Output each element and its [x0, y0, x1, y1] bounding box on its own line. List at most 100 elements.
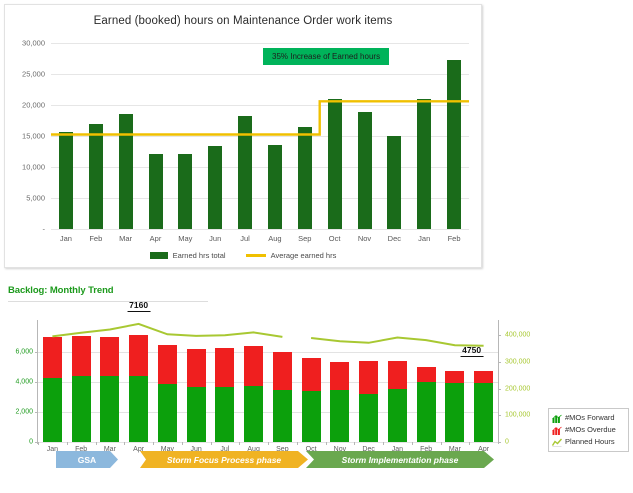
- bar-segment-mos-forward: [215, 386, 235, 442]
- gridline: 15,000: [22, 132, 469, 141]
- gridline: 30,000: [22, 39, 469, 48]
- stacked-bar: [387, 360, 407, 442]
- bar-segment-mos-overdue: [186, 349, 206, 387]
- bar-segment-mos-forward: [387, 389, 407, 442]
- data-callout-latest: 4750: [460, 345, 484, 357]
- bar: [387, 136, 402, 229]
- x-axis-tick: [95, 442, 97, 445]
- bar-segment-mos-overdue: [215, 348, 235, 387]
- page-title: Earned (booked) hours on Maintenance Ord…: [93, 15, 393, 27]
- bar: [238, 115, 253, 229]
- y-axis-left-tick-label: 2,000: [15, 408, 33, 416]
- bar-segment-mos-overdue: [129, 334, 149, 376]
- legend-item-average-earned-hrs[interactable]: Average earned hrs: [245, 251, 337, 260]
- bar-segment-mos-overdue: [157, 345, 177, 384]
- bar-segment-mos-overdue: [71, 336, 91, 376]
- x-axis-tick-label: Mar: [448, 446, 461, 453]
- gridline: [38, 412, 498, 413]
- x-axis-tick-label: Jun: [190, 446, 202, 453]
- bar-segment-mos-forward: [129, 375, 149, 442]
- x-axis-tick-label: Jan: [418, 234, 431, 243]
- phase-chevron-storm-implementation[interactable]: Storm Implementation phase: [306, 451, 494, 468]
- line-series-planned-hours: [52, 322, 484, 347]
- x-axis-tick: [124, 442, 126, 445]
- bar: [88, 123, 103, 229]
- stacked-bar: [330, 361, 350, 442]
- x-axis-tick: [66, 442, 68, 445]
- gridline: 20,000: [22, 101, 469, 110]
- gridline: 10,000: [22, 163, 469, 172]
- stacked-bar: [71, 336, 91, 442]
- y-axis-tick-label: 30,000: [22, 38, 45, 48]
- bar: [297, 127, 312, 229]
- bar: [58, 132, 73, 229]
- bar-segment-mos-overdue: [272, 352, 292, 391]
- y-axis-tick: [498, 335, 501, 337]
- legend-item-earned-hrs-total[interactable]: Earned hrs total: [149, 251, 226, 260]
- y-axis-tick: [498, 388, 501, 390]
- bar: [178, 153, 193, 229]
- gridline: [38, 382, 498, 383]
- bar-segment-mos-forward: [416, 382, 436, 442]
- x-axis-tick-label: Jul: [240, 234, 250, 243]
- y-axis-right-tick-label: 400,000: [505, 331, 531, 339]
- legend-label: Average earned hrs: [270, 251, 337, 260]
- y-axis-tick-label: 5,000: [26, 193, 45, 203]
- bar-segment-mos-overdue: [387, 360, 407, 390]
- x-axis-tick: [354, 442, 356, 445]
- gridline: 5,000: [26, 194, 469, 203]
- x-axis-line: -: [43, 225, 469, 234]
- x-axis-tick: [325, 442, 327, 445]
- bar-segment-mos-overdue: [330, 361, 350, 390]
- chart-legend: Earned hrs total Average earned hrs: [5, 251, 481, 260]
- x-axis-tick-label: Feb: [420, 446, 433, 453]
- x-axis-tick: [181, 442, 183, 445]
- stacked-bar: [474, 370, 494, 442]
- y-axis-left-tick-label: 0: [29, 438, 33, 446]
- legend-item-mos-forward[interactable]: #MOs Forward: [552, 412, 626, 424]
- y-axis-left-tick-label: 6,000: [15, 348, 33, 356]
- phase-chevron-gsa[interactable]: GSA: [56, 451, 118, 468]
- x-axis-tick-label: Feb: [89, 234, 103, 243]
- y-axis-right-tick-label: 100,000: [505, 411, 531, 419]
- phase-chevron-storm-focus-process[interactable]: Storm Focus Process phase: [140, 451, 308, 468]
- stacked-bar: [100, 337, 120, 442]
- x-axis-tick-label: Jul: [220, 446, 230, 453]
- bar: [118, 114, 133, 229]
- y-axis-left-tick-label: 4,000: [15, 378, 33, 386]
- bar: [417, 99, 432, 229]
- y-axis-tick: [498, 442, 501, 443]
- stacked-bar: [186, 349, 206, 442]
- phase-label: Storm Implementation phase: [341, 454, 459, 465]
- backlog-section-title: Backlog: Monthly Trend: [8, 285, 114, 296]
- bar: [148, 154, 163, 229]
- x-axis-tick-label: Jan: [391, 446, 404, 453]
- x-axis-tick-label: Apr: [133, 446, 145, 453]
- x-axis-tick: [268, 442, 269, 445]
- x-axis-tick-label: May: [160, 446, 174, 453]
- bar-segment-mos-forward: [474, 382, 494, 442]
- phase-label: GSA: [77, 454, 97, 465]
- gridline: 25,000: [22, 70, 469, 79]
- x-axis-tick-label: Dec: [362, 446, 375, 453]
- y-axis-tick-label: 10,000: [22, 162, 45, 172]
- legend-item-planned-hours[interactable]: Planned Hours: [552, 436, 626, 448]
- bar-segment-mos-forward: [157, 383, 177, 442]
- bar-segment-mos-forward: [244, 385, 264, 442]
- x-axis-tick-label: Sep: [298, 234, 312, 243]
- x-axis-tick: [296, 442, 298, 445]
- x-axis-tick-label: Jan: [46, 446, 59, 453]
- backlog-chart-legend: #MOs Forward #MOs Overdue Planned Hours: [548, 408, 629, 452]
- y-axis-tick: [35, 352, 38, 353]
- title-divider: [8, 301, 208, 302]
- legend-label: #MOs Overdue: [565, 425, 616, 434]
- y-axis-tick: [35, 442, 38, 443]
- data-callout-peak: 7160: [127, 300, 151, 312]
- x-axis-tick-label: Feb: [447, 234, 461, 243]
- stacked-bar: [157, 345, 177, 442]
- phase-label: Storm Focus Process phase: [166, 454, 282, 465]
- y-axis-tick-label: -: [42, 224, 46, 234]
- stacked-bar: [129, 334, 149, 442]
- bar-segment-mos-overdue: [359, 361, 379, 395]
- legend-item-mos-overdue[interactable]: #MOs Overdue: [552, 424, 626, 436]
